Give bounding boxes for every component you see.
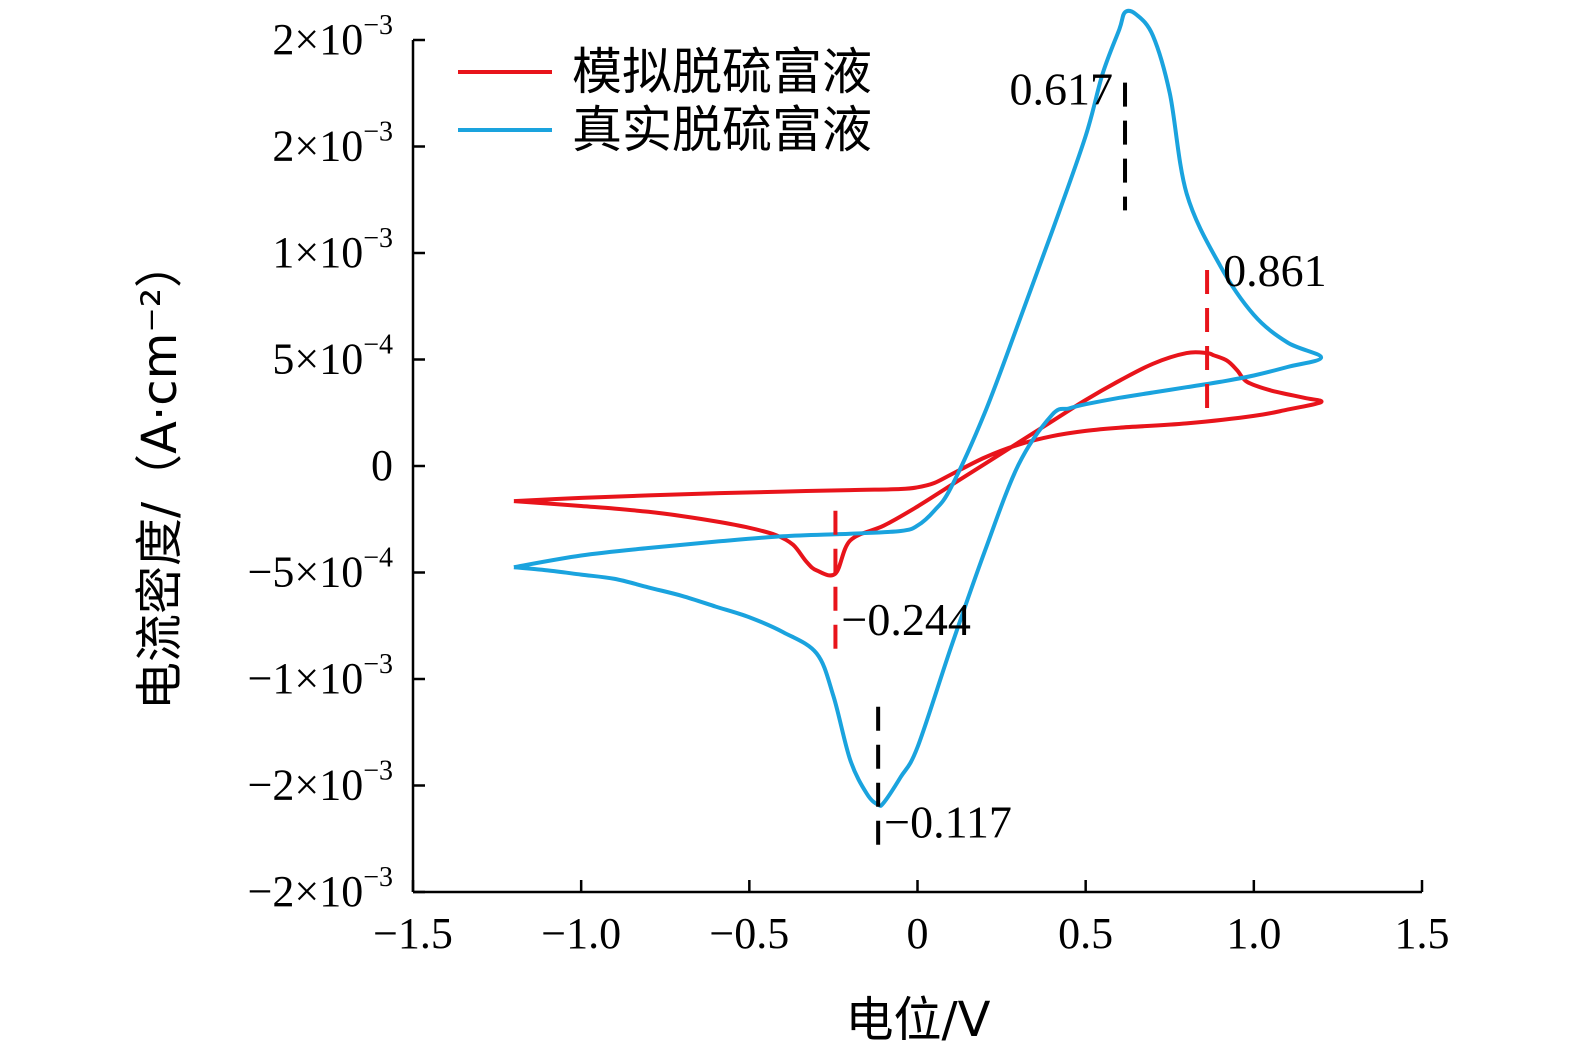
y-tick-label: −2×10−3 [248, 862, 393, 916]
legend-label-1: 真实脱硫富液 [572, 101, 872, 159]
y-tick-label: 2×10−3 [272, 117, 393, 171]
y-tick-label: 2×10−3 [272, 10, 393, 64]
series-layer [513, 8, 1324, 808]
y-tick-exponent: −3 [363, 756, 393, 787]
y-tick-mantissa: −1×10 [248, 654, 364, 703]
y-tick-label: −2×10−3 [248, 756, 393, 810]
y-tick-label: 5×10−4 [272, 330, 393, 384]
y-tick-exponent: −3 [363, 10, 393, 41]
x-axis-title: 电位/V [845, 992, 990, 1048]
x-tick-label: −0.5 [709, 909, 789, 958]
y-axis-ticks: 2×10−32×10−31×10−35×10−40−5×10−4−1×10−3−… [248, 10, 425, 916]
y-tick-exponent: −3 [363, 117, 393, 148]
peak-label: 0.861 [1223, 245, 1327, 296]
y-tick-exponent: −3 [363, 223, 393, 254]
y-tick-mantissa: 0 [371, 441, 393, 490]
y-tick-exponent: −4 [363, 543, 393, 574]
y-tick-mantissa: −2×10 [248, 761, 364, 810]
peak-label: 0.617 [1010, 64, 1114, 115]
y-tick-mantissa: 1×10 [272, 228, 363, 277]
y-tick-exponent: −3 [363, 862, 393, 893]
y-tick-mantissa: −5×10 [248, 548, 364, 597]
y-tick-label: −1×10−3 [248, 649, 393, 703]
x-tick-label: −1.5 [373, 909, 453, 958]
y-tick-mantissa: −2×10 [248, 867, 364, 916]
y-tick-label: −5×10−4 [248, 543, 393, 597]
y-tick-mantissa: 2×10 [272, 15, 363, 64]
peak-label: −0.117 [884, 797, 1012, 848]
y-axis-title: 电流密度/（A·cm⁻²） [132, 240, 188, 710]
y-tick-mantissa: 5×10 [272, 335, 363, 384]
x-tick-label: −1.0 [541, 909, 621, 958]
y-tick-label: 0 [371, 441, 393, 490]
legend-label-0: 模拟脱硫富液 [572, 43, 872, 101]
y-tick-mantissa: 2×10 [272, 122, 363, 171]
peak-label: −0.244 [841, 594, 970, 645]
series-line-1 [513, 8, 1324, 808]
peak-annotations: 0.617 0.861 −0.244 −0.117 [833, 64, 1327, 852]
y-tick-exponent: −4 [363, 330, 393, 361]
x-axis-ticks: −1.5 −1.0 −0.5 0 0.5 1.0 1.5 [373, 880, 1450, 958]
x-tick-label: 1.5 [1395, 909, 1450, 958]
x-tick-label: 0 [907, 909, 929, 958]
y-tick-label: 1×10−3 [272, 223, 393, 277]
x-tick-label: 0.5 [1058, 909, 1113, 958]
axes [411, 40, 1422, 894]
x-tick-label: 1.0 [1226, 909, 1281, 958]
y-tick-exponent: −3 [363, 649, 393, 680]
